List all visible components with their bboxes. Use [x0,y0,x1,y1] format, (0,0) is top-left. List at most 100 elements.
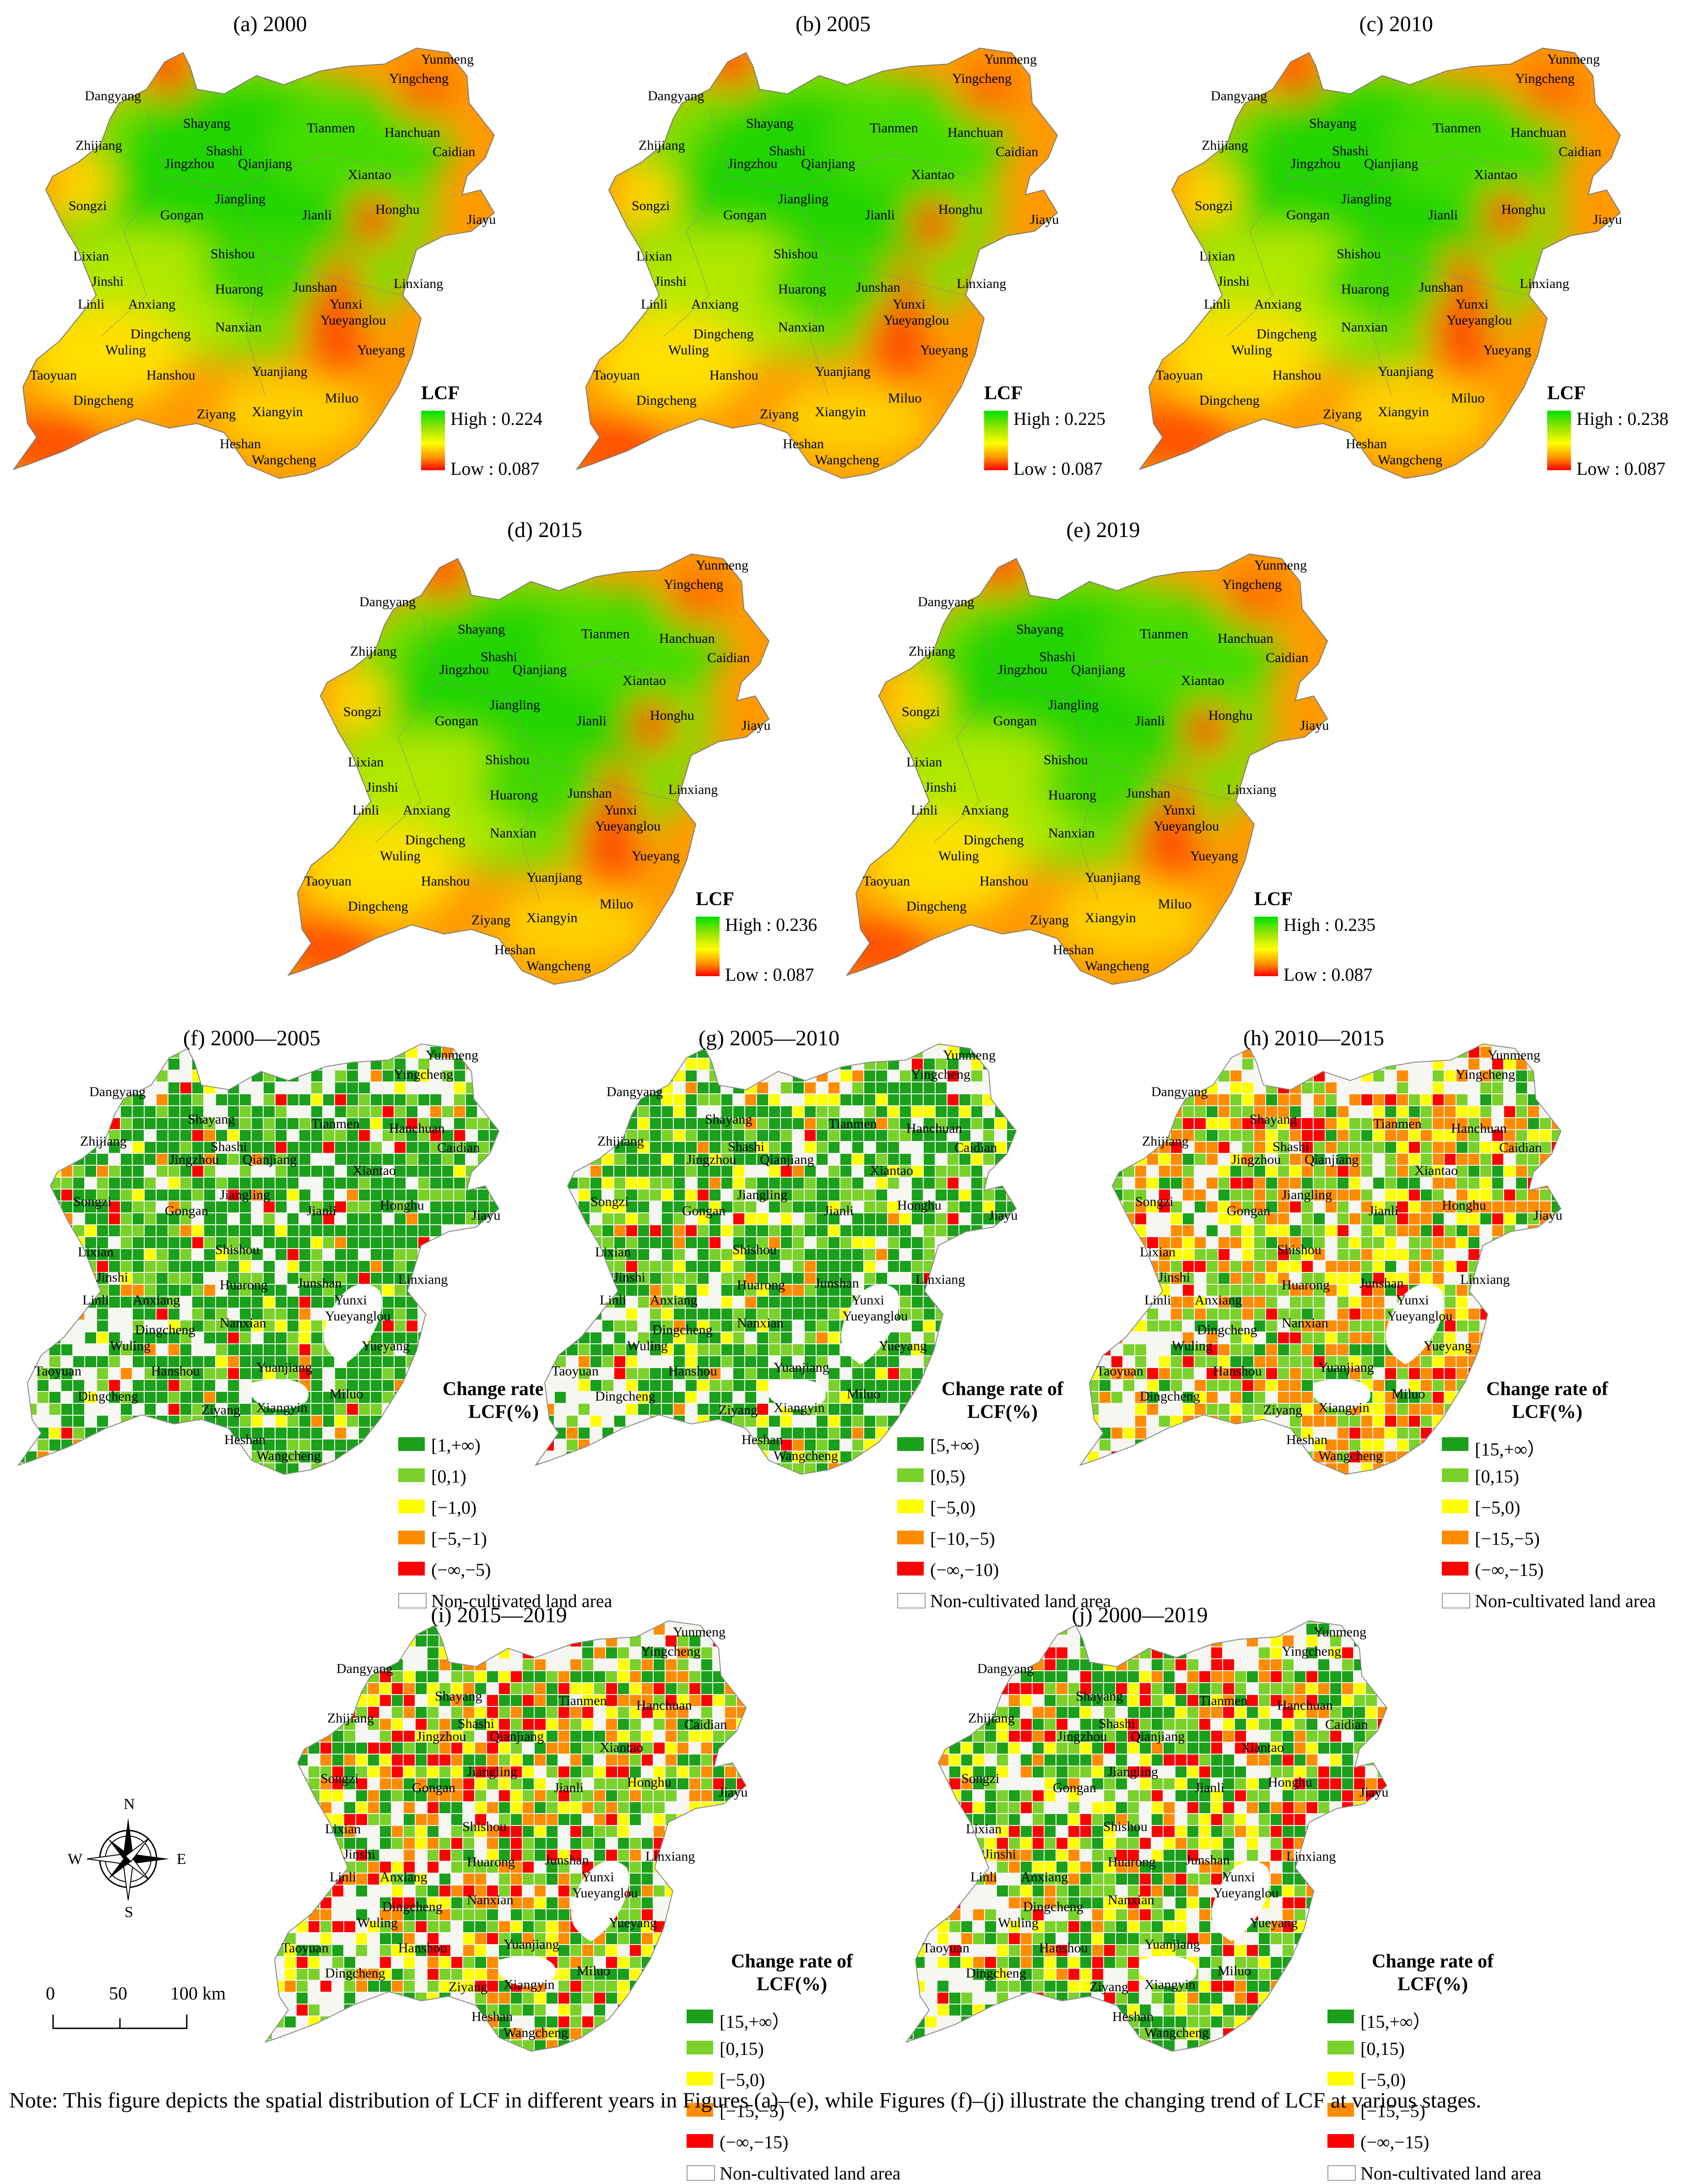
place-label-dingcheng: Dingcheng [964,833,1024,847]
panel-title: (c) 2010 [1359,11,1433,37]
legend-swatch [1327,2134,1354,2148]
place-label-wangcheng: Wangcheng [815,453,879,467]
place-label-tianmen: Tianmen [307,121,355,135]
place-label-qianjiang: Qianjiang [1305,1153,1359,1167]
place-label-tianmen: Tianmen [1433,121,1481,135]
place-label-lixian: Lixian [73,250,109,263]
legend-title: LCF [984,382,1023,404]
place-label-jiayu: Jiayu [467,213,496,227]
place-label-dingcheng: Dingcheng [1199,394,1260,407]
place-label-dingcheng: Dingcheng [325,1967,385,1980]
place-label-linxiang: Linxiang [645,1850,695,1863]
place-label-junshan: Junshan [1419,281,1463,294]
place-label-wangcheng: Wangcheng [504,2026,568,2040]
place-label-songzi: Songzi [632,199,670,213]
place-label-yueyanglou: Yueyanglou [572,1886,638,1900]
place-label-caidian: Caidian [1325,1718,1368,1732]
place-label-shayang: Shayang [1016,623,1063,636]
place-label-ziyang: Ziyang [197,407,236,421]
place-label-dangyang: Dangyang [1211,89,1267,103]
legend-swatch [687,2041,713,2054]
place-label-taoyuan: Taoyuan [1096,1364,1143,1378]
place-label-jiayu: Jiayu [471,1209,500,1222]
place-label-xiantao: Xiantao [1474,168,1517,182]
place-label-xiangyin: Xiangyin [1378,405,1429,419]
place-label-wuling: Wuling [1172,1339,1213,1353]
place-label-miluo: Miluo [888,391,921,405]
place-label-jinshi: Jinshi [1218,275,1250,288]
place-label-jianli: Jianli [554,1781,584,1795]
place-label-jiangling: Jiangling [220,1188,270,1202]
place-label-huarong: Huarong [490,788,538,802]
place-label-yueyang: Yueyang [1250,1916,1298,1930]
place-label-jianli: Jianli [302,208,332,222]
place-label-gongan: Gongan [435,714,478,728]
place-label-xiantao: Xiantao [352,1164,396,1178]
place-label-dangyang: Dangyang [977,1662,1034,1676]
place-label-miluo: Miluo [330,1387,363,1401]
legend-class-label: [−5,0) [930,1497,975,1518]
place-label-jiangling: Jiangling [490,698,540,712]
place-label-shayang: Shayang [746,117,793,130]
legend-class-label: (−∞,−5) [431,1559,491,1581]
panel-title: (b) 2005 [796,11,871,37]
legend-swatch [897,1468,924,1482]
legend-class-label: [0,1) [431,1466,466,1487]
place-label-yunxi: Yunxi [604,804,637,817]
place-label-heshan: Heshan [1112,2010,1154,2024]
place-label-dangyang: Dangyang [918,595,974,609]
place-label-ziyang: Ziyang [201,1403,240,1417]
place-label-jingzhou: Jingzhou [1231,1153,1281,1167]
place-label-linli: Linli [641,298,667,311]
place-label-songzi: Songzi [73,1195,111,1209]
place-label-anxiang: Anxiang [961,804,1008,817]
place-label-anxiang: Anxiang [691,298,738,311]
place-label-gongan: Gongan [160,208,204,222]
place-label-linxiang: Linxiang [668,783,718,797]
place-label-jinshi: Jinshi [655,275,687,288]
place-label-hanchuan: Hanchuan [1511,126,1566,140]
place-label-jingzhou: Jingzhou [728,157,777,171]
place-label-yueyang: Yueyang [357,343,405,357]
place-label-heshan: Heshan [224,1433,265,1447]
place-label-shayang: Shayang [705,1113,752,1126]
legend-class-label: [5,+∞) [930,1434,980,1456]
place-label-nanxian: Nanxian [467,1893,514,1907]
legend-class-label: [−5,0) [720,2069,765,2091]
place-label-dangyang: Dangyang [607,1085,663,1099]
place-label-yingcheng: Yingcheng [1282,1645,1341,1658]
place-label-songzi: Songzi [69,199,107,213]
legend-high-label: High : 0.224 [450,408,542,429]
place-label-shishou: Shishou [215,1243,260,1257]
place-label-xiangyin: Xiangyin [526,911,578,925]
place-label-yunmeng: Yunmeng [696,559,748,572]
place-label-yueyanglou: Yueyanglou [320,314,386,327]
place-label-junshan: Junshan [1359,1277,1404,1290]
place-label-yingcheng: Yingcheng [952,72,1012,86]
place-label-lixian: Lixian [906,755,942,769]
place-label-jianli: Jianli [1369,1204,1398,1218]
place-label-xiangyin: Xiangyin [504,1978,555,1992]
place-label-yingcheng: Yingcheng [1515,72,1575,86]
place-label-honghu: Honghu [938,203,983,217]
legend-swatch [897,1562,924,1576]
legend-class-label: Non-cultivated land area [720,2162,900,2184]
place-label-dingcheng: Dingcheng [636,394,697,407]
place-label-yueyanglou: Yueyanglou [1154,820,1219,833]
place-label-yingcheng: Yingcheng [1222,578,1282,592]
place-label-wuling: Wuling [380,849,421,863]
place-label-qianjiang: Qianjiang [513,663,567,677]
place-label-junshan: Junshan [545,1853,589,1867]
place-label-honghu: Honghu [897,1199,942,1212]
place-label-yuanjiang: Yuanjiang [774,1361,829,1375]
place-label-ziyang: Ziyang [471,913,510,927]
place-label-huarong: Huarong [1282,1278,1330,1292]
place-label-songzi: Songzi [343,705,381,719]
legend-swatch [398,1437,425,1451]
place-label-xiantao: Xiantao [1414,1164,1458,1178]
place-label-jiangling: Jiangling [1108,1765,1158,1779]
place-label-hanshou: Hanshou [421,875,470,888]
lcf-color-ramp [696,917,720,976]
legend-class-label: Non-cultivated land area [1475,1590,1656,1612]
